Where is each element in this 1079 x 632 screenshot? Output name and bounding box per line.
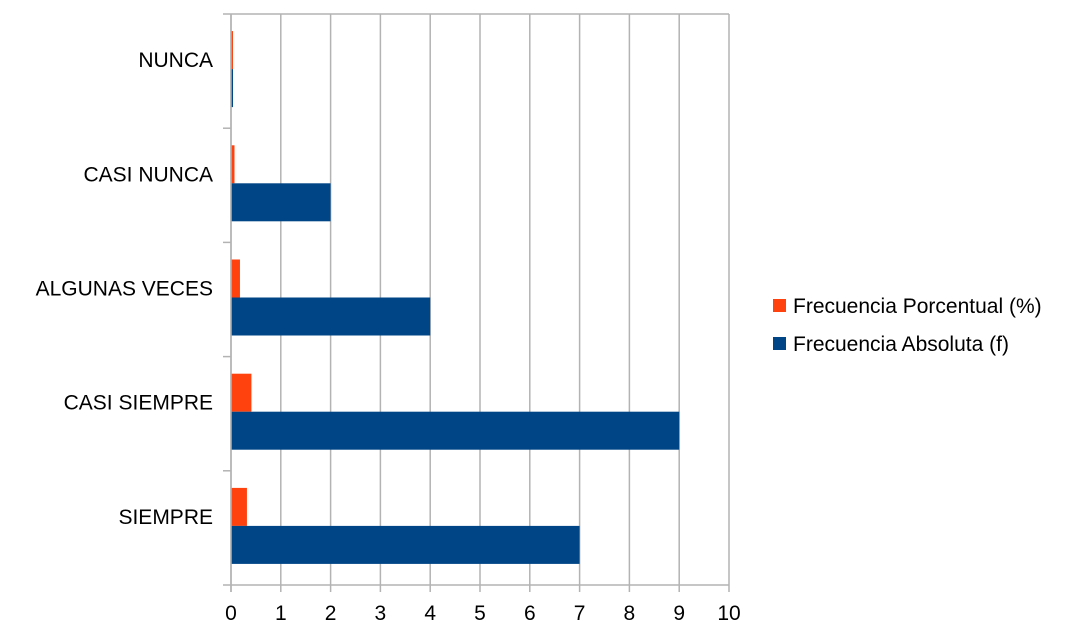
x-tick-label-6: 6 [524, 602, 536, 625]
x-tick-label-1: 1 [275, 602, 287, 625]
x-tick-label-5: 5 [474, 602, 486, 625]
x-tick-label-7: 7 [574, 602, 586, 625]
bar-porcentual-1 [231, 145, 235, 184]
bar-absoluta-2 [231, 297, 431, 336]
x-tick-label-3: 3 [375, 602, 387, 625]
legend: Frecuencia Porcentual (%) Frecuencia Abso… [773, 295, 1042, 356]
bar-porcentual-0 [231, 31, 233, 70]
x-tick-label-10: 10 [717, 602, 740, 625]
legend-swatch-1 [773, 337, 786, 350]
y-category-label-4: SIEMPRE [118, 506, 213, 529]
y-category-label-3: CASI SIEMPRE [64, 392, 213, 415]
bar-absoluta-3 [231, 411, 680, 450]
bar-porcentual-2 [231, 259, 240, 298]
x-tick-label-4: 4 [424, 602, 436, 625]
y-category-label-2: ALGUNAS VECES [36, 278, 213, 301]
y-category-label-1: CASI NUNCA [83, 163, 213, 186]
bar-porcentual-4 [231, 487, 247, 526]
bars [231, 31, 680, 564]
x-tick-label-0: 0 [225, 602, 237, 625]
axes: 0 1 2 3 4 5 6 7 8 9 10 NUNCA CASI NUNCA ALGUNAS VECES… [36, 14, 741, 625]
x-tick-label-9: 9 [673, 602, 685, 625]
legend-swatch-0 [773, 299, 786, 312]
y-category-label-0: NUNCA [138, 49, 213, 72]
bar-absoluta-1 [231, 183, 331, 222]
bar-porcentual-3 [231, 373, 252, 412]
x-tick-label-8: 8 [624, 602, 636, 625]
x-tick-label-2: 2 [325, 602, 337, 625]
legend-label-1: Frecuencia Absoluta (f) [793, 333, 1009, 356]
bar-absoluta-0 [231, 69, 233, 108]
bar-absoluta-4 [231, 525, 580, 564]
legend-label-0: Frecuencia Porcentual (%) [793, 295, 1042, 318]
